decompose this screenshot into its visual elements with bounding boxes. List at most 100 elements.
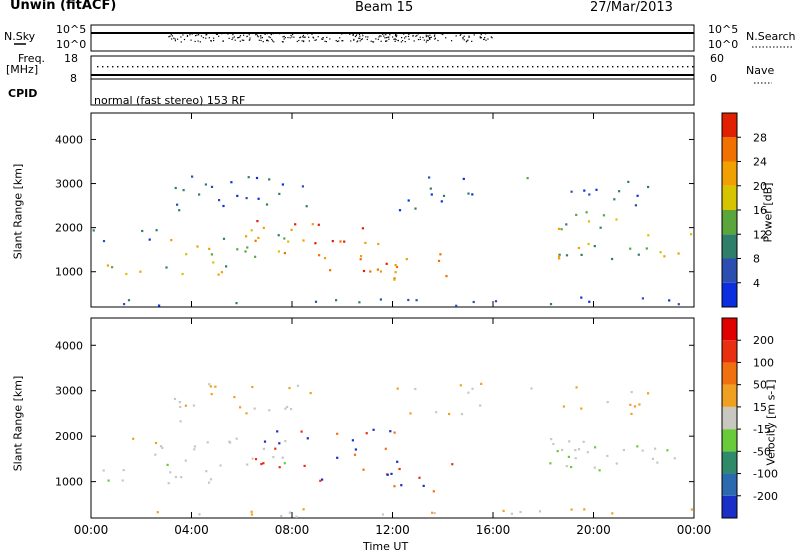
power-cell — [361, 227, 364, 230]
nsky-dot — [221, 33, 223, 35]
nsky-dot — [485, 33, 487, 35]
nsky-dot — [392, 36, 394, 38]
power-cell — [278, 192, 281, 195]
nsky-dot — [261, 36, 263, 39]
velocity-cell — [132, 437, 135, 440]
nave-dot — [302, 66, 304, 68]
velocity-cell — [400, 484, 403, 487]
nsky-dot — [336, 40, 338, 43]
power-cell — [472, 300, 475, 304]
velocity-ytick-label: 3000 — [55, 385, 83, 398]
nsky-dot — [183, 38, 186, 41]
power-colorbar-tick-label: 24 — [753, 156, 767, 169]
power-cell — [283, 237, 286, 240]
velocity-cell — [630, 412, 633, 415]
nsky-dot — [360, 38, 363, 41]
nsky-dot — [479, 37, 481, 39]
velocity-cell — [179, 420, 182, 423]
power-cell — [663, 255, 666, 258]
nsky-dot — [485, 39, 487, 41]
nave-dot — [677, 66, 679, 68]
nsky-dot — [186, 34, 189, 37]
velocity-cell — [393, 485, 396, 488]
nave-dot — [152, 66, 154, 68]
velocity-cell — [167, 482, 170, 485]
nsky-dot — [366, 38, 368, 41]
velocity-cell — [641, 449, 644, 452]
power-cell — [106, 264, 109, 267]
nsky-dot — [329, 38, 331, 40]
velocity-cell — [502, 509, 505, 512]
nave-dot — [577, 66, 579, 68]
nsky-dot — [412, 34, 414, 37]
power-cell — [254, 239, 257, 242]
power-cell — [560, 228, 563, 231]
nsky-dot — [395, 39, 397, 41]
velocity-cell — [538, 510, 542, 513]
velocity-cell — [180, 476, 183, 479]
velocity-colorbar-segment — [722, 473, 737, 496]
nsky-dot — [367, 36, 369, 38]
nsearch-bottom-tick: 10^0 — [708, 38, 739, 51]
power-cell — [318, 254, 321, 257]
velocity-cell — [205, 470, 208, 473]
power-cell — [588, 300, 591, 303]
nsky-dot — [372, 41, 374, 43]
velocity-cell — [510, 512, 513, 515]
nave-dot — [637, 66, 639, 68]
nsky-dot — [194, 40, 196, 43]
nsky-dot — [205, 34, 207, 36]
nsky-dot — [182, 34, 184, 36]
nsky-dot — [359, 35, 361, 37]
power-cell — [329, 269, 332, 272]
power-cell — [587, 242, 590, 246]
nsky-dot — [372, 41, 375, 43]
velocity-cell — [568, 440, 571, 443]
power-cell — [395, 265, 399, 269]
nsky-dot — [403, 33, 405, 35]
velocity-cell — [396, 387, 399, 390]
velocity-cell — [633, 405, 637, 408]
power-cell — [593, 245, 596, 248]
velocity-cell — [393, 431, 396, 434]
velocity-cell — [233, 396, 236, 399]
nsky-dot — [180, 41, 182, 43]
nave-dot — [267, 66, 269, 68]
velocity-cell — [239, 406, 242, 409]
power-ytick-label: 1000 — [55, 266, 83, 279]
power-cell — [196, 245, 199, 248]
nave-dot — [222, 66, 224, 68]
cpid-panel-frame — [90, 78, 695, 106]
power-cell — [301, 185, 304, 188]
velocity-cell — [622, 448, 625, 452]
nsky-dot — [213, 37, 215, 39]
nave-dot — [512, 66, 514, 68]
power-cell — [428, 176, 431, 179]
power-cell — [455, 304, 458, 307]
nsky-dot — [299, 36, 302, 38]
power-cell — [111, 266, 114, 269]
nave-dot — [227, 66, 229, 68]
velocity-cell — [179, 405, 182, 409]
power-cell — [599, 226, 602, 229]
nsky-dot — [356, 41, 358, 43]
power-cell — [148, 238, 151, 241]
velocity-cell — [302, 508, 305, 511]
nsky-dot — [289, 37, 291, 39]
nsky-dot — [415, 35, 417, 37]
velocity-cell — [550, 438, 553, 441]
power-cell — [178, 209, 181, 212]
power-cell — [587, 220, 591, 223]
nsky-dot — [422, 36, 424, 39]
nsky-dot — [232, 37, 234, 39]
x-tick-label: 04:00 — [174, 523, 209, 537]
nsky-dot — [198, 34, 200, 36]
power-cell — [641, 297, 644, 300]
velocity-cell — [638, 403, 641, 406]
nsky-dot — [379, 35, 381, 37]
velocity-cell — [214, 385, 217, 388]
power-cell — [364, 241, 367, 244]
nsky-bottom-tick: 10^0 — [56, 38, 87, 51]
power-cell — [526, 177, 529, 180]
cpid-text: normal (fast stereo) 153 RF — [94, 94, 246, 107]
